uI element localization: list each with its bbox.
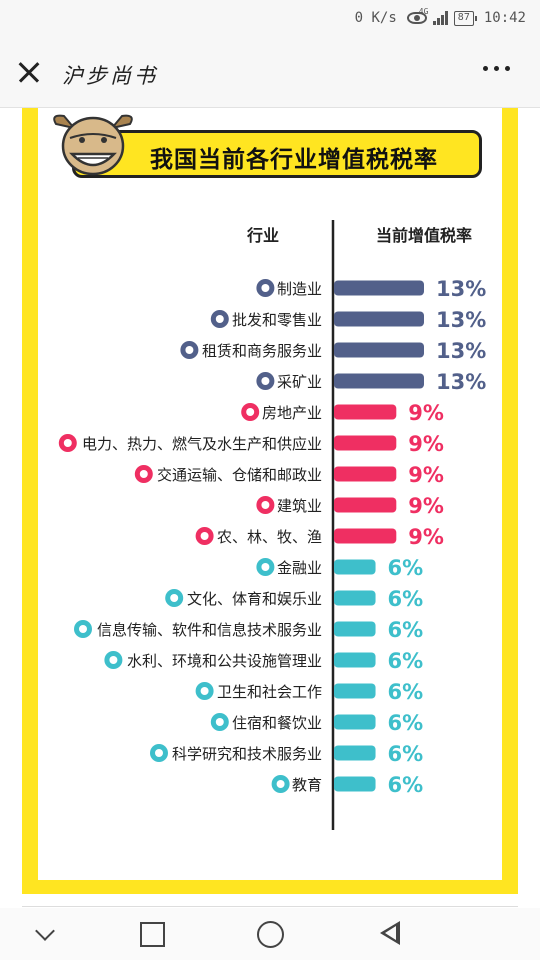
column-header-rate: 当前增值税率 [376, 226, 472, 245]
value-label: 9% [408, 401, 444, 425]
value-label: 6% [388, 680, 424, 704]
value-label: 13% [436, 277, 486, 301]
signal-icon: 4G [419, 7, 448, 25]
category-label: 批发和零售业 [232, 311, 322, 329]
bar [334, 466, 397, 482]
chart-title: 我国当前各行业增值税税率 [150, 147, 438, 173]
category-label: 房地产业 [262, 404, 322, 422]
category-label: 农、林、牧、渔 [217, 528, 322, 546]
value-label: 13% [436, 370, 486, 394]
bar [334, 435, 397, 451]
battery-level: 87 [457, 11, 470, 23]
cow-mascot-icon [53, 114, 133, 176]
value-label: 9% [408, 525, 444, 549]
network-speed: 0 K/s [354, 10, 397, 26]
recent-apps-icon[interactable] [137, 920, 165, 948]
category-label: 租赁和商务服务业 [202, 342, 322, 360]
category-label: 制造业 [277, 280, 322, 298]
gear-icon-glyph [79, 625, 87, 633]
divider [22, 906, 518, 907]
bar [334, 683, 376, 699]
category-label: 信息传输、软件和信息技术服务业 [97, 621, 322, 639]
bar [334, 528, 397, 544]
category-label: 电力、热力、燃气及水生产和供应业 [82, 435, 322, 453]
money-bag-icon-glyph [261, 563, 270, 571]
value-label: 6% [388, 649, 424, 673]
bar [334, 373, 424, 389]
bar [334, 497, 397, 513]
category-label: 卫生和社会工作 [217, 683, 322, 701]
bar [334, 342, 424, 358]
cart-icon-glyph [215, 315, 224, 323]
system-nav-bar [0, 908, 540, 960]
category-label: 住宿和餐饮业 [232, 714, 322, 732]
category-label: 金融业 [277, 559, 322, 577]
collapse-chevron-icon[interactable] [32, 920, 60, 948]
bar [334, 280, 424, 296]
sports-icon-glyph [170, 594, 179, 602]
status-bar: 0 K/s 4G 87 10:42 [0, 0, 540, 36]
book-icon-glyph [276, 780, 285, 788]
category-label: 建筑业 [277, 497, 322, 515]
value-label: 9% [408, 432, 444, 456]
crop-icon-glyph [200, 532, 209, 540]
battery-icon: 87 [453, 10, 477, 26]
value-label: 6% [388, 742, 424, 766]
value-label: 9% [408, 494, 444, 518]
category-label: 采矿业 [277, 373, 322, 391]
bar [334, 776, 376, 792]
column-header-industry: 行业 [246, 226, 279, 245]
crane-icon-glyph [261, 501, 270, 509]
title-bar: 沪步尚书 [0, 36, 540, 108]
infographic-frame [22, 108, 518, 894]
page-title: 沪步尚书 [62, 64, 158, 88]
network-icon-glyph [155, 749, 163, 757]
category-label: 文化、体育和娱乐业 [187, 590, 322, 608]
bar [334, 621, 376, 637]
value-label: 13% [436, 308, 486, 332]
house-icon-glyph [63, 439, 72, 447]
home-icon[interactable] [256, 920, 284, 948]
eye-comfort-icon [406, 12, 427, 24]
more-options-icon[interactable] [483, 66, 510, 71]
value-label: 9% [408, 463, 444, 487]
clock: 10:42 [483, 10, 526, 26]
hospital-icon-glyph [200, 687, 209, 695]
bar [334, 745, 376, 761]
bus-icon-glyph [139, 470, 148, 478]
truck-icon-glyph [185, 346, 194, 354]
network-type: 4G [418, 7, 429, 16]
bar [334, 404, 397, 420]
value-label: 6% [388, 711, 424, 735]
title-banner [72, 130, 482, 178]
category-label: 水利、环境和公共设施管理业 [127, 652, 322, 670]
bar [334, 714, 376, 730]
bar [334, 559, 376, 575]
back-icon[interactable] [376, 920, 404, 948]
bar [334, 311, 424, 327]
recycle-icon-glyph [261, 284, 270, 292]
category-label: 交通运输、仓储和邮政业 [157, 466, 322, 484]
dining-icon-glyph [215, 718, 224, 726]
tools-icon-glyph [261, 377, 270, 385]
value-label: 6% [388, 773, 424, 797]
category-label: 教育 [292, 776, 322, 794]
value-label: 6% [388, 556, 424, 580]
value-label: 6% [388, 618, 424, 642]
bar [334, 590, 376, 606]
bar [334, 652, 376, 668]
water-tap-icon-glyph [109, 656, 118, 664]
category-label: 科学研究和技术服务业 [172, 745, 322, 763]
value-label: 6% [388, 587, 424, 611]
building-icon-glyph [246, 408, 255, 416]
value-label: 13% [436, 339, 486, 363]
infographic-panel [38, 108, 502, 880]
